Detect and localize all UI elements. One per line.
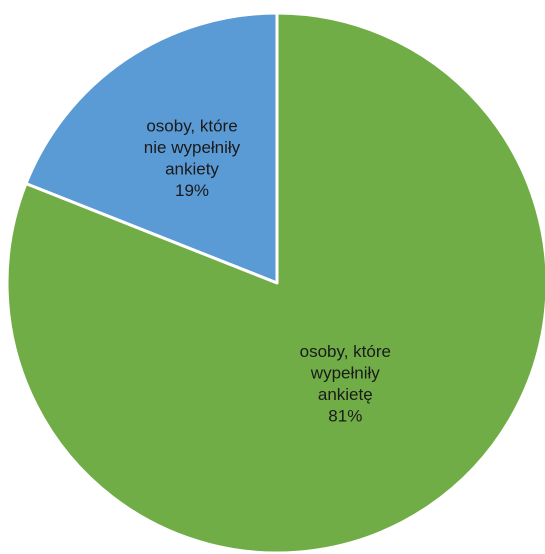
pie-slice-label-0: osoby, które nie wypełniły ankiety 19% xyxy=(144,117,241,201)
pie-slice-percent: 81% xyxy=(328,407,362,426)
pie-data-labels: osoby, które nie wypełniły ankiety 19%osoby… xyxy=(144,117,391,426)
pie-slice-label-line: osoby, które xyxy=(300,342,391,361)
pie-slices xyxy=(5,11,545,554)
pie-slice-label-line: nie wypełniły xyxy=(144,138,241,157)
pie-slice-label-line: ankietę xyxy=(318,385,373,404)
pie-slice-0 xyxy=(24,11,279,285)
pie-slice-label-1: osoby, które wypełniły ankietę 81% xyxy=(300,342,391,426)
pie-slice-label-line: osoby, które xyxy=(146,117,237,136)
pie-slice-percent: 19% xyxy=(175,181,209,200)
pie-slice-label-line: wypełniły xyxy=(310,364,380,383)
pie-slice-label-line: ankiety xyxy=(165,160,219,179)
pie-slice-1 xyxy=(5,11,545,554)
